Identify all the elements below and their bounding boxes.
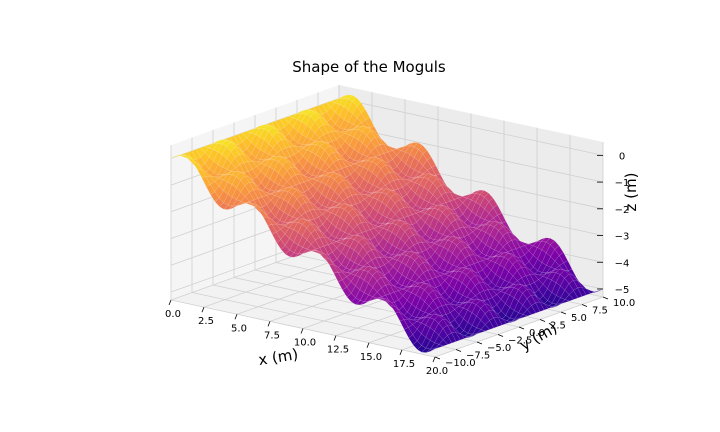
y-tick-label: 0.0: [529, 328, 545, 339]
z-tick-label: −4: [615, 258, 630, 269]
surface-patch: [476, 329, 487, 335]
x-tick-label: 20.0: [426, 366, 448, 377]
y-tick-mark: [539, 319, 546, 322]
x-tick-label: 7.5: [264, 330, 280, 341]
z-tick-label: −2: [615, 205, 630, 216]
z-tick-label: −5: [615, 285, 630, 296]
x-tick-label: 0.0: [165, 309, 181, 320]
surface-patch: [510, 318, 520, 322]
y-tick-mark: [497, 334, 504, 337]
y-tick-mark: [476, 341, 483, 345]
y-tick-label: 2.5: [550, 321, 566, 332]
x-axis-label: x (m): [257, 345, 299, 369]
y-tick-mark: [434, 356, 441, 360]
z-tick-label: −1: [615, 178, 630, 189]
z-tick-label: −3: [615, 232, 630, 243]
x-tick-mark: [366, 342, 370, 348]
x-tick-label: 17.5: [393, 359, 415, 370]
z-axis-label: z (m): [622, 173, 640, 212]
x-tick-mark: [300, 328, 304, 334]
y-tick-mark: [602, 296, 609, 300]
x-tick-mark: [267, 321, 271, 327]
x-tick-mark: [168, 299, 172, 306]
z-tick-label: 0: [619, 151, 625, 162]
grid-line-z: [338, 124, 604, 183]
x-tick-mark: [432, 356, 436, 363]
x-tick-label: 12.5: [327, 345, 349, 356]
y-tick-label: −2.5: [508, 336, 532, 347]
y-tick-label: 5.0: [571, 313, 587, 324]
x-tick-mark: [201, 306, 205, 313]
surface-patch: [552, 303, 562, 307]
surface-patch: [434, 344, 445, 350]
surface-patch: [560, 299, 571, 305]
x-tick-label: 15.0: [360, 352, 382, 363]
y-tick-label: −10.0: [445, 358, 476, 369]
y-tick-mark: [560, 311, 567, 315]
surface-patch: [468, 333, 478, 337]
surface-patch: [518, 314, 529, 320]
x-tick-label: 5.0: [231, 323, 247, 334]
y-tick-mark: [581, 304, 588, 307]
x-tick-mark: [234, 314, 238, 320]
y-tick-label: −7.5: [466, 351, 490, 362]
x-tick-label: 2.5: [198, 316, 214, 327]
x-tick-mark: [333, 335, 337, 341]
axis-ticks: 0.02.55.07.510.012.515.017.520.0−10.0−7.…: [165, 151, 635, 377]
surface-mesh: [170, 94, 604, 353]
y-tick-label: 7.5: [592, 306, 608, 317]
chart-title: Shape of the Moguls: [292, 58, 446, 76]
grid-line-z: [338, 98, 604, 156]
y-tick-mark: [455, 349, 462, 352]
surface-patch: [430, 347, 440, 352]
y-tick-label: −5.0: [487, 343, 511, 354]
x-tick-label: 10.0: [294, 338, 316, 349]
y-tick-mark: [518, 326, 525, 330]
y-tick-label: 10.0: [613, 298, 635, 309]
x-tick-mark: [399, 349, 403, 356]
